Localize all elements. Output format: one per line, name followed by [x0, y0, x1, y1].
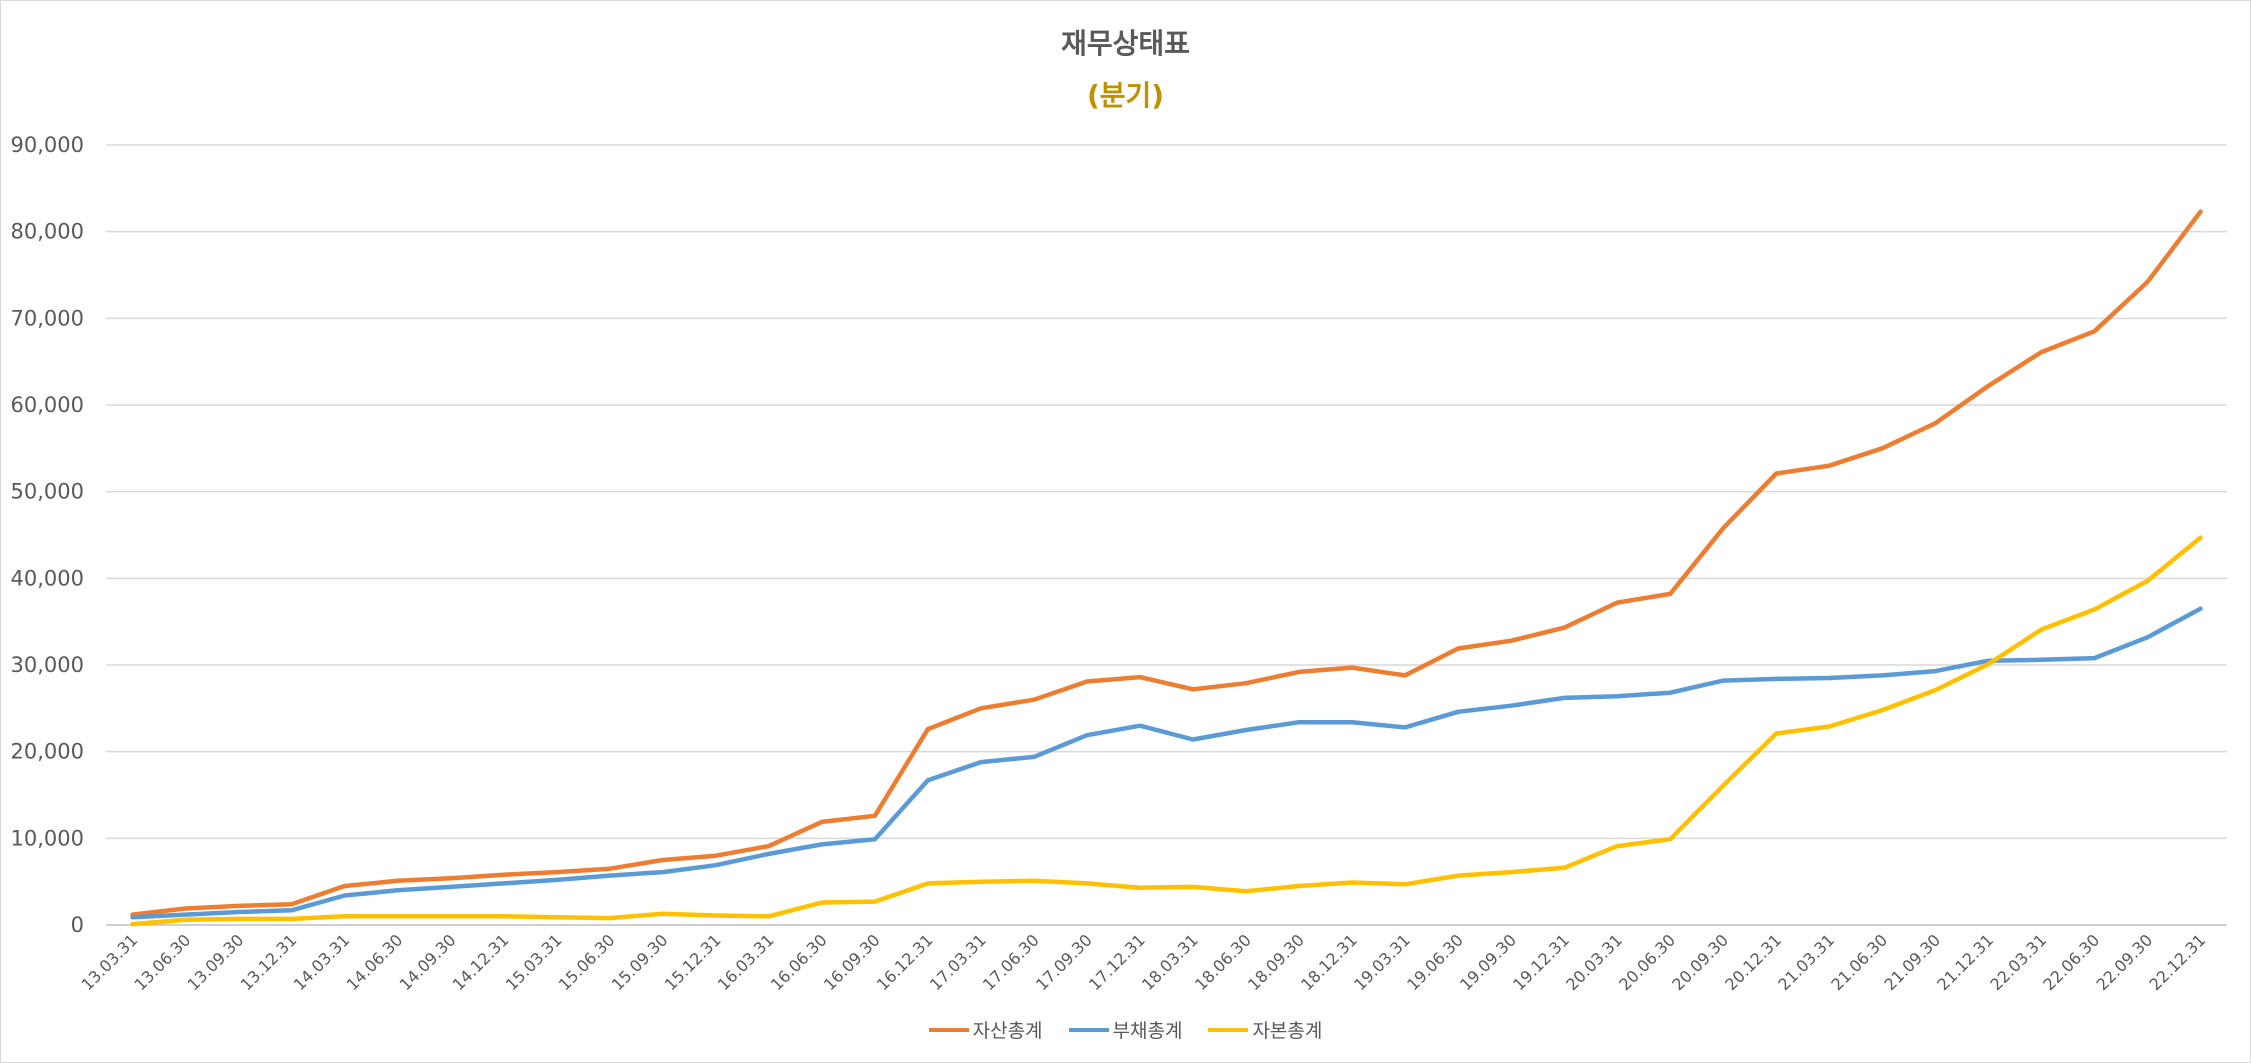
- x-tick-label: 14.09.30: [396, 930, 460, 994]
- x-tick-label: 19.03.31: [1350, 930, 1414, 994]
- series-lines: [130, 209, 2203, 927]
- chart-title: 재무상태표: [1061, 27, 1190, 60]
- y-tick-label: 10,000: [11, 826, 84, 850]
- x-tick-label: 13.06.30: [131, 930, 195, 994]
- x-tick-label: 21.09.30: [1880, 930, 1944, 994]
- x-tick-label: 22.06.30: [2039, 930, 2103, 994]
- chart-subtitle: (분기): [1086, 79, 1165, 112]
- x-tick-label: 20.12.31: [1721, 930, 1785, 994]
- legend: 자산총계 부채총계 자본총계: [0, 1016, 2251, 1043]
- x-tick-label: 18.12.31: [1297, 930, 1361, 994]
- x-tick-label: 17.09.30: [1032, 930, 1096, 994]
- series-line-assets: [130, 209, 2203, 917]
- gridlines: [106, 144, 2227, 926]
- x-tick-label: 15.09.30: [608, 930, 672, 994]
- legend-label-assets: 자산총계: [972, 1020, 1043, 1042]
- legend-swatch-equity: [1208, 1027, 1249, 1032]
- x-tick-label: 14.03.31: [290, 930, 354, 994]
- legend-item-liabilities: 부채총계: [1068, 1016, 1183, 1043]
- x-tick-label: 21.06.30: [1827, 930, 1891, 994]
- x-tick-label: 15.06.30: [555, 930, 619, 994]
- x-tick-label: 20.06.30: [1615, 930, 1679, 994]
- legend-label-equity: 자본총계: [1252, 1020, 1323, 1042]
- x-tick-label: 16.09.30: [820, 930, 884, 994]
- series-line-equity: [130, 535, 2203, 927]
- x-tick-label: 13.09.30: [184, 930, 248, 994]
- series-line-liabilities: [130, 606, 2203, 920]
- x-tick-label: 20.03.31: [1562, 930, 1626, 994]
- y-tick-label: 70,000: [11, 306, 84, 330]
- x-tick-label: 17.12.31: [1085, 930, 1149, 994]
- legend-item-assets: 자산총계: [928, 1016, 1043, 1043]
- legend-swatch-assets: [928, 1027, 969, 1032]
- x-tick-label: 20.09.30: [1668, 930, 1732, 994]
- x-tick-label: 21.03.31: [1774, 930, 1838, 994]
- y-tick-label: 60,000: [11, 393, 84, 417]
- y-tick-label: 80,000: [11, 220, 84, 244]
- legend-item-equity: 자본총계: [1208, 1016, 1322, 1043]
- x-tick-label: 18.09.30: [1244, 930, 1308, 994]
- y-tick-label: 50,000: [11, 480, 84, 504]
- x-tick-label: 15.12.31: [661, 930, 725, 994]
- x-tick-label: 17.03.31: [926, 930, 990, 994]
- x-tick-label: 13.12.31: [237, 930, 301, 994]
- x-tick-label: 22.12.31: [2145, 930, 2209, 994]
- x-tick-label: 15.03.31: [502, 930, 566, 994]
- x-tick-label: 16.06.30: [767, 930, 831, 994]
- x-tick-label: 22.03.31: [1986, 930, 2050, 994]
- y-tick-label: 30,000: [11, 653, 84, 677]
- x-tick-label: 16.03.31: [714, 930, 778, 994]
- y-tick-label: 40,000: [11, 566, 84, 590]
- x-tick-label: 19.12.31: [1509, 930, 1573, 994]
- x-tick-label: 18.06.30: [1191, 930, 1255, 994]
- x-axis-ticks: 13.03.3113.06.3013.09.3013.12.3114.03.31…: [78, 930, 2210, 994]
- y-axis-ticks: 0 10,000 20,000 30,000 40,000 50,000 60,000 70,…: [11, 133, 84, 937]
- y-tick-label: 90,000: [11, 133, 84, 157]
- y-tick-label: 0: [71, 913, 84, 937]
- x-tick-label: 19.06.30: [1403, 930, 1467, 994]
- legend-swatch-liabilities: [1068, 1027, 1109, 1032]
- x-tick-label: 17.06.30: [979, 930, 1043, 994]
- x-tick-label: 22.09.30: [2092, 930, 2156, 994]
- x-tick-label: 16.12.31: [873, 930, 937, 994]
- legend-label-liabilities: 부채총계: [1112, 1020, 1183, 1042]
- x-tick-label: 14.06.30: [343, 930, 407, 994]
- y-tick-label: 20,000: [11, 740, 84, 764]
- x-tick-label: 18.03.31: [1138, 930, 1202, 994]
- x-tick-label: 21.12.31: [1933, 930, 1997, 994]
- x-tick-label: 14.12.31: [449, 930, 513, 994]
- x-tick-label: 19.09.30: [1456, 930, 1520, 994]
- x-tick-label: 13.03.31: [78, 930, 142, 994]
